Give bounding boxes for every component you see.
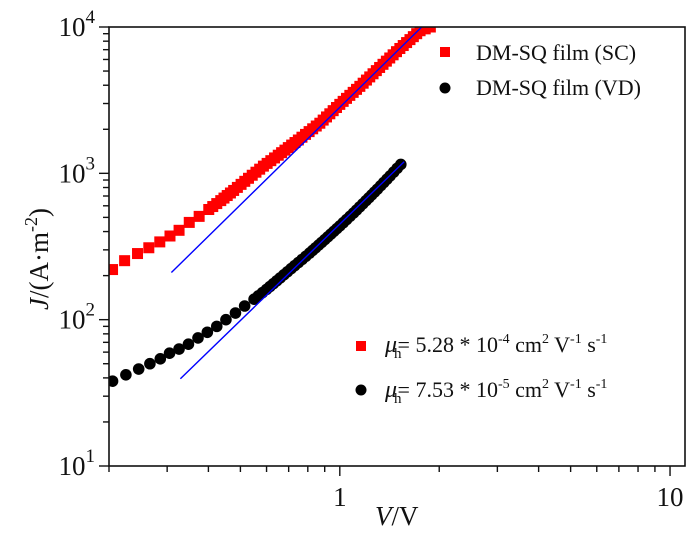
series-sc (109, 27, 436, 276)
x-axis-title: V/V (375, 501, 419, 531)
fit-line-vd (179, 161, 405, 380)
y-tick-label: 104 (59, 7, 96, 42)
legend: DM-SQ film (SC) DM-SQ film (VD) (439, 40, 641, 100)
data-point (238, 300, 251, 312)
annotation-marker-sc (356, 341, 366, 351)
legend-marker-sc (440, 47, 450, 57)
data-point (154, 236, 166, 248)
x-tick-label: 1 (333, 482, 347, 512)
data-point (173, 343, 185, 355)
mobility-annotations: μh= 5.28 * 10-4 cm2 V-1 s-1 μh= 7.53 * 1… (355, 332, 607, 407)
annotation-marker-vd (355, 384, 367, 396)
series-vd (109, 158, 407, 387)
annotation-mobility-sc: μh= 5.28 * 10-4 cm2 V-1 s-1 (384, 332, 607, 362)
y-tick-label: 103 (59, 153, 96, 188)
y-tick-label: 102 (59, 300, 96, 335)
data-point (220, 313, 232, 326)
y-axis-title: J/(A·m-2) (21, 208, 54, 310)
annotation-mobility-vd: μh= 7.53 * 10-5 cm2 V-1 s-1 (384, 377, 607, 407)
data-point (182, 338, 195, 350)
x-tick-label: 10 (657, 482, 684, 512)
data-point (109, 375, 119, 387)
legend-marker-vd (439, 82, 451, 94)
data-point (183, 216, 195, 228)
data-point (192, 332, 204, 344)
data-point (201, 326, 214, 339)
legend-label-sc: DM-SQ film (SC) (476, 40, 636, 65)
axis-ticks: 1 10 101 102 103 104 (59, 7, 684, 512)
data-point (109, 264, 119, 276)
data-point (424, 27, 436, 33)
data-point (120, 368, 132, 381)
data-point (132, 363, 145, 375)
data-point (229, 307, 242, 319)
data-point (163, 347, 176, 359)
data-point (193, 210, 205, 222)
data-point (143, 242, 155, 254)
data-point (144, 357, 156, 370)
legend-label-vd: DM-SQ film (VD) (476, 75, 641, 100)
data-point (173, 224, 185, 236)
data-point (154, 353, 167, 365)
plot-area (109, 27, 436, 387)
data-point (164, 230, 176, 242)
data-point (132, 248, 144, 260)
y-tick-label: 101 (59, 446, 96, 481)
data-point (119, 255, 131, 267)
plot-frame (108, 26, 686, 467)
data-point (210, 320, 223, 333)
fit-line-sc (170, 27, 423, 274)
